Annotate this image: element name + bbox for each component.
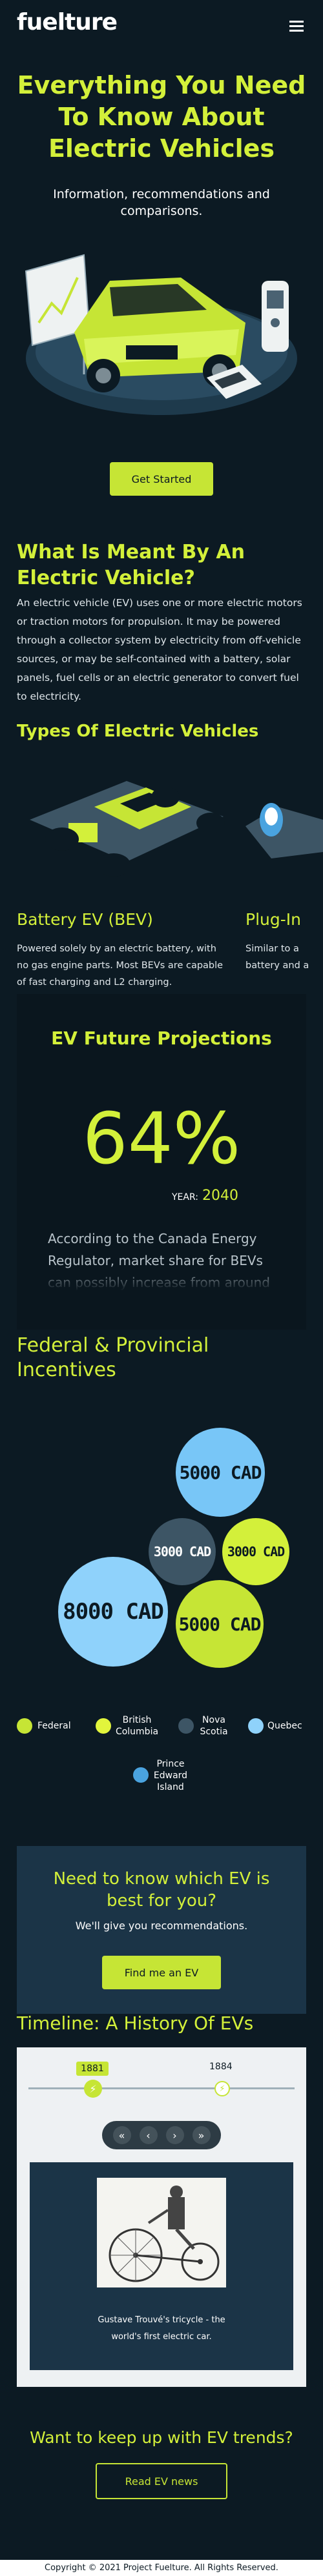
projection-percent: 64% [82, 1097, 241, 1180]
projection-year: YEAR: 2040 [172, 1188, 238, 1204]
charger-icon [262, 281, 289, 352]
news-heading: Want to keep up with EV trends? [30, 2428, 293, 2447]
legend-label-pei[interactable]: Prince Edward Island [153, 1759, 188, 1792]
legend-swatch-pei [133, 1767, 149, 1783]
incentive-bubble-label: 3000 CAD [153, 1544, 211, 1559]
incentive-bubble[interactable]: 3000 CAD [149, 1518, 216, 1585]
legend-label-quebec[interactable]: Quebec [267, 1721, 302, 1731]
legend-swatch-quebec [248, 1718, 264, 1734]
definition-heading: What Is Meant By An Electric Vehicle? [17, 541, 245, 589]
read-news-label: Read EV news [125, 2475, 198, 2488]
timeline-year[interactable]: 1884 [209, 2062, 233, 2072]
timeline-card: Gustave Trouvé's tricycle - the world's … [30, 2162, 293, 2370]
next-button[interactable]: › [165, 2126, 184, 2144]
timeline-panel: 1881 1884 ⚡ ⚡ « ‹ › » [17, 2047, 306, 2387]
recommend-sub: We'll give you recommendations. [75, 1920, 248, 1932]
find-ev-button[interactable]: Find me an EV [102, 1956, 221, 1989]
legend-swatch-ns [178, 1718, 194, 1734]
incentive-bubble-label: 8000 CAD [63, 1599, 164, 1625]
legend-label-federal[interactable]: Federal [37, 1721, 71, 1731]
legend-label-bc[interactable]: British Columbia [115, 1715, 159, 1737]
logo[interactable]: fuelture [17, 9, 146, 35]
ev-chassis-battery-icon [17, 749, 230, 884]
footer: Copyright © 2021 Project Fuelture. All R… [0, 2560, 323, 2576]
read-news-button[interactable]: Read EV news [96, 2463, 227, 2499]
prev-button[interactable]: ‹ [139, 2126, 158, 2144]
logo-text: fuelture [17, 9, 118, 35]
incentive-bubble-label: 3000 CAD [227, 1544, 285, 1559]
year-label: YEAR: [172, 1192, 198, 1202]
incentive-bubble[interactable]: 5000 CAD [176, 1580, 264, 1668]
calculator-icon [207, 365, 262, 399]
projections-panel: EV Future Projections 64% YEAR: 2040 Acc… [17, 994, 306, 1330]
legend-swatch-federal [17, 1718, 32, 1734]
incentive-bubble-label: 5000 CAD [179, 1461, 262, 1483]
incentive-bubble-label: 5000 CAD [178, 1613, 262, 1635]
electric-car-charging-illustration [13, 226, 310, 420]
legend-label-ns[interactable]: Nova Scotia [200, 1715, 228, 1737]
footer-copyright: Copyright © 2021 Project Fuelture. All R… [45, 2563, 278, 2573]
recommend-heading: Need to know which EV is best for you? [53, 1869, 270, 1911]
first-button[interactable]: « [112, 2126, 131, 2144]
hero-subtitle: Information, recommendations and compari… [53, 187, 270, 218]
hamburger-menu-icon[interactable] [289, 21, 304, 32]
ev-type-title: Plug-In [245, 910, 301, 929]
lightning-bolt-icon[interactable]: ⚡ [214, 2081, 230, 2096]
hero-title: Everything You Need To Know About Electr… [17, 71, 306, 163]
ev-type-title: Battery EV (BEV) [17, 910, 153, 929]
car-icon [74, 278, 245, 392]
incentive-bubble[interactable]: 3000 CAD [222, 1518, 289, 1585]
ev-chassis-plug-icon [245, 749, 323, 884]
timeline-track [28, 2087, 295, 2089]
find-ev-label: Find me an EV [124, 1966, 199, 1979]
ev-type-card[interactable]: Plug-In Similar to a battery and a tank … [245, 749, 323, 975]
legend-swatch-bc [96, 1718, 111, 1734]
ev-type-card[interactable]: Battery EV (BEV) Powered solely by an el… [17, 749, 230, 988]
get-started-button[interactable]: Get Started [110, 462, 213, 496]
lightning-bolt-icon[interactable]: ⚡ [84, 2080, 102, 2098]
projections-heading: EV Future Projections [51, 1028, 272, 1049]
incentive-bubble[interactable]: 8000 CAD [58, 1557, 168, 1667]
year-value: 2040 [202, 1188, 239, 1204]
timeline-caption: Gustave Trouvé's tricycle - the world's … [98, 2315, 225, 2342]
last-button[interactable]: » [192, 2126, 211, 2144]
ev-type-desc: Powered solely by an electric battery, w… [17, 944, 224, 988]
timeline-controls: « ‹ › » [102, 2121, 221, 2149]
vintage-tricycle-engraving [97, 2178, 226, 2287]
incentives-heading: Federal & Provincial Incentives [17, 1334, 209, 1381]
ev-type-desc: Similar to a battery and a tank and a [245, 944, 309, 971]
timeline-year-active[interactable]: 1881 [76, 2062, 109, 2076]
get-started-label: Get Started [131, 472, 192, 485]
definition-body: An electric vehicle (EV) uses one or mor… [17, 597, 302, 702]
timeline-heading: Timeline: A History Of EVs [17, 2013, 254, 2034]
recommend-panel: Need to know which EV is best for you? W… [17, 1846, 306, 2014]
types-heading: Types Of Electric Vehicles [17, 722, 259, 741]
incentive-bubble[interactable]: 5000 CAD [176, 1428, 265, 1517]
